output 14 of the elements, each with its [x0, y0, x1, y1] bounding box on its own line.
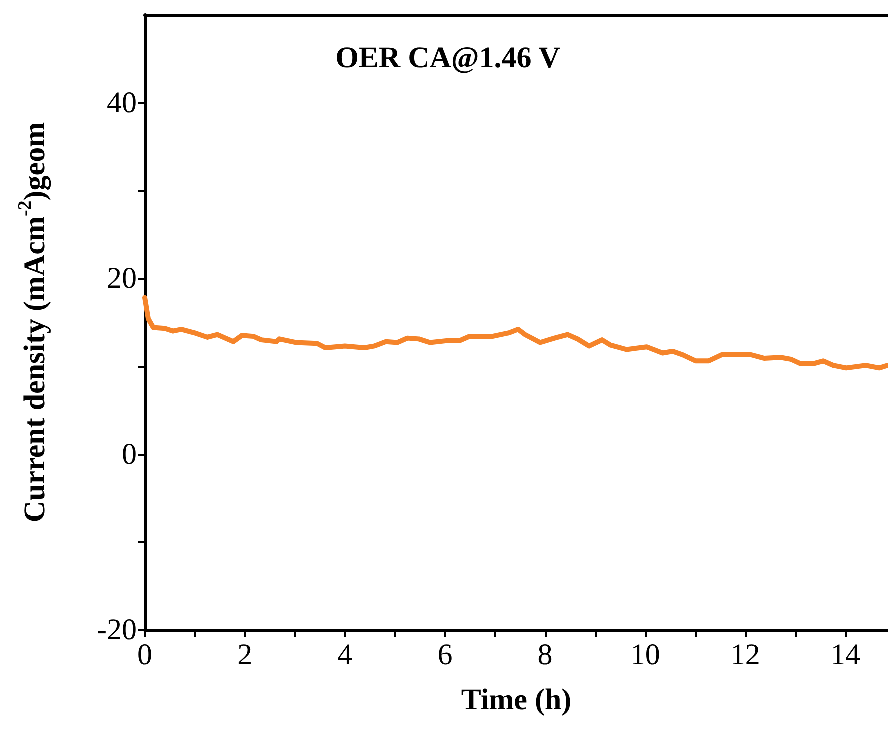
- y-tick-label: 0: [122, 438, 137, 471]
- y-axis-title: Current density (mAcm-2)geom: [15, 122, 52, 523]
- x-tick-label: 2: [238, 638, 253, 672]
- y-tick-label: 20: [107, 262, 137, 296]
- x-tick-label: 4: [338, 638, 353, 672]
- x-tick-label: 8: [538, 638, 553, 672]
- x-tick-label: 10: [630, 638, 660, 672]
- y-tick-label: -20: [97, 614, 137, 646]
- x-tick-label: 14: [830, 638, 860, 672]
- x-tick-label: 6: [438, 638, 453, 672]
- y-tick-label: 40: [107, 86, 137, 120]
- x-axis-title: Time (h): [461, 684, 572, 716]
- x-tick-label: 12: [730, 638, 760, 672]
- text: OER CA@1.46 V: [336, 42, 561, 74]
